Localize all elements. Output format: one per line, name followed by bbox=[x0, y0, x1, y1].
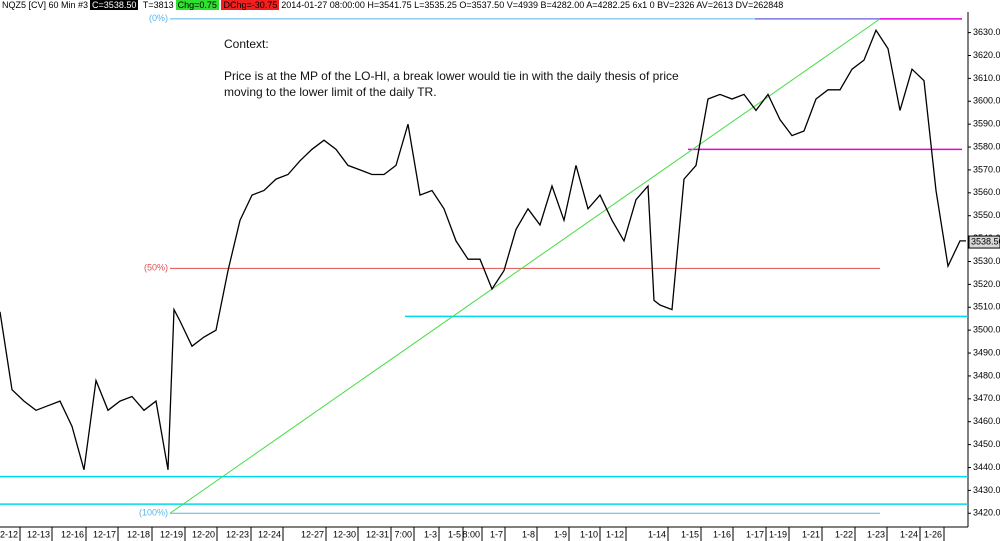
y-tick-label: 3630.00 bbox=[973, 27, 1000, 37]
x-tick-label: 1-19 bbox=[769, 529, 787, 539]
x-tick-label: 1-7 bbox=[490, 529, 503, 539]
y-tick-label: 3570.00 bbox=[973, 164, 1000, 174]
x-tick-label: 12-18 bbox=[127, 529, 150, 539]
symbol: NQZ5 [CV] 60 Min #3 bbox=[2, 0, 89, 10]
annotation-title: Context: bbox=[224, 37, 269, 51]
x-tick-label: 12-23 bbox=[226, 529, 249, 539]
x-tick-label: 12-31 bbox=[366, 529, 389, 539]
y-tick-label: 3520.00 bbox=[973, 279, 1000, 289]
x-tick-label: 1-26 bbox=[924, 529, 942, 539]
annotation: Context: Price is at the MP of the LO-HI… bbox=[224, 36, 679, 100]
last-price-label: 3538.50 bbox=[971, 236, 1000, 246]
x-tick-label: 1-23 bbox=[867, 529, 885, 539]
x-tick-label: 12-20 bbox=[192, 529, 215, 539]
trendline bbox=[169, 18, 881, 514]
x-tick-label: 1-22 bbox=[835, 529, 853, 539]
y-tick-label: 3500.00 bbox=[973, 325, 1000, 335]
y-tick-label: 3610.00 bbox=[973, 73, 1000, 83]
ticks: T=3813 bbox=[142, 0, 174, 10]
price-line bbox=[0, 28, 966, 470]
x-tick-label: 12-17 bbox=[93, 529, 116, 539]
level-label: (50%) bbox=[144, 263, 168, 273]
x-tick-label: 1-10 bbox=[580, 529, 598, 539]
y-tick-label: 3600.00 bbox=[973, 96, 1000, 106]
x-tick-label: 12-16 bbox=[61, 529, 84, 539]
x-tick-label: 7:00 bbox=[394, 529, 412, 539]
x-tick-label: 12-27 bbox=[301, 529, 324, 539]
x-tick-label: 1-16 bbox=[713, 529, 731, 539]
x-tick-label: 1-15 bbox=[681, 529, 699, 539]
x-tick-label: 12-30 bbox=[333, 529, 356, 539]
header: NQZ5 [CV] 60 Min #3 C=3538.50 T=3813 Chg=0… bbox=[0, 0, 785, 11]
x-tick-label: 8:00 bbox=[462, 529, 480, 539]
y-tick-label: 3560.00 bbox=[973, 187, 1000, 197]
info: 2014-01-27 08:00:00 H=3541.75 L=3535.25 … bbox=[281, 0, 784, 10]
y-tick-label: 3550.00 bbox=[973, 210, 1000, 220]
x-tick-label: 1-17 bbox=[746, 529, 764, 539]
x-tick-label: 12-19 bbox=[160, 529, 183, 539]
level-label: (0%) bbox=[149, 13, 168, 23]
dchg: DChg=-30.75 bbox=[221, 0, 280, 10]
y-tick-label: 3590.00 bbox=[973, 119, 1000, 129]
chg: Chg=0.75 bbox=[175, 0, 219, 10]
y-tick-label: 3450.00 bbox=[973, 439, 1000, 449]
close: C=3538.50 bbox=[90, 0, 139, 10]
x-tick-label: 1-3 bbox=[424, 529, 437, 539]
y-tick-label: 3470.00 bbox=[973, 393, 1000, 403]
annotation-line: moving to the lower limit of the daily T… bbox=[224, 85, 437, 99]
annotation-line: Price is at the MP of the LO-HI, a break… bbox=[224, 69, 679, 83]
y-tick-label: 3460.00 bbox=[973, 416, 1000, 426]
y-tick-label: 3510.00 bbox=[973, 302, 1000, 312]
y-tick-label: 3530.00 bbox=[973, 256, 1000, 266]
y-tick-label: 3430.00 bbox=[973, 485, 1000, 495]
y-tick-label: 3480.00 bbox=[973, 370, 1000, 380]
y-tick-label: 3490.00 bbox=[973, 347, 1000, 357]
last-price-box bbox=[968, 235, 1000, 249]
x-tick-label: 1-24 bbox=[900, 529, 918, 539]
y-tick-label: 3620.00 bbox=[973, 50, 1000, 60]
y-tick-label: 3420.00 bbox=[973, 508, 1000, 518]
x-tick-label: 1-5 bbox=[448, 529, 461, 539]
level-label: (100%) bbox=[139, 508, 168, 518]
y-tick-label: 3440.00 bbox=[973, 462, 1000, 472]
x-tick-label: 12-12 bbox=[0, 529, 18, 539]
x-tick-label: 1-21 bbox=[802, 529, 820, 539]
y-tick-label: 3580.00 bbox=[973, 141, 1000, 151]
x-tick-label: 12-24 bbox=[258, 529, 281, 539]
x-tick-label: 1-14 bbox=[648, 529, 666, 539]
x-tick-label: 1-9 bbox=[554, 529, 567, 539]
x-tick-label: 1-8 bbox=[522, 529, 535, 539]
x-tick-label: 1-12 bbox=[606, 529, 624, 539]
x-tick-label: 12-13 bbox=[27, 529, 50, 539]
